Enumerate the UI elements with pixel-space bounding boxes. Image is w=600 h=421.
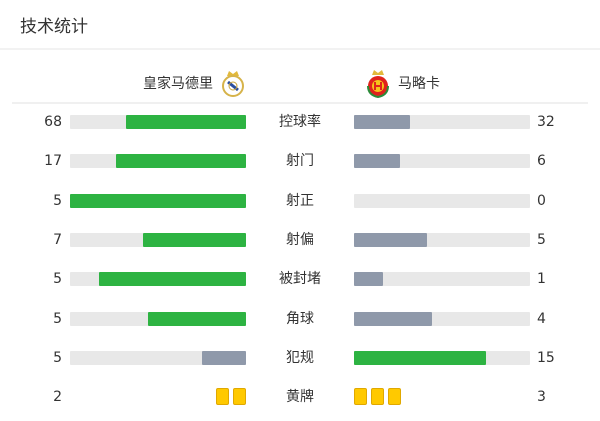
home-value: 5 <box>53 192 62 209</box>
away-value: 3 <box>537 389 546 406</box>
away-bar-fill <box>354 115 411 129</box>
away-bar-fill <box>354 272 384 287</box>
home-bar-fill <box>126 115 246 129</box>
away-team[interactable]: 马略卡 <box>366 68 440 98</box>
stat-row: 5 角球 4 <box>0 309 600 329</box>
yellow-card-icon <box>388 388 401 406</box>
home-bar-fill <box>202 350 246 365</box>
stat-label: 射偏 <box>286 231 314 248</box>
away-bar <box>354 311 530 326</box>
divider <box>12 102 588 104</box>
home-cards <box>216 388 246 406</box>
stat-row: 2 黄牌 3 <box>0 387 600 407</box>
home-value: 5 <box>53 310 62 327</box>
away-bar-fill <box>354 154 400 169</box>
stat-row: 5 犯规 15 <box>0 348 600 368</box>
home-bar <box>70 154 246 169</box>
away-bar <box>354 272 530 287</box>
stat-row: 5 射正 0 <box>0 191 600 211</box>
yellow-card-icon <box>371 388 384 406</box>
real-madrid-crest-icon <box>222 71 244 97</box>
away-bar <box>354 115 530 129</box>
home-value: 5 <box>53 349 62 366</box>
away-bar <box>354 154 530 169</box>
home-team-name: 皇家马德里 <box>143 76 213 92</box>
away-bar-fill <box>354 311 433 326</box>
stat-row: 68 控球率 32 <box>0 112 600 132</box>
away-team-name: 马略卡 <box>398 76 440 92</box>
away-bar <box>354 232 530 247</box>
home-bar <box>70 350 246 365</box>
stat-label: 射门 <box>286 153 314 170</box>
teams-header: 皇家马德里 马略卡 <box>0 60 600 98</box>
home-bar <box>70 272 246 287</box>
home-value: 68 <box>44 114 62 130</box>
stat-label: 黄牌 <box>286 389 314 406</box>
away-value: 5 <box>537 231 546 248</box>
home-team[interactable]: 皇家马德里 <box>143 68 245 98</box>
mallorca-crest-icon <box>367 70 389 98</box>
home-bar-fill <box>70 193 246 208</box>
away-bar <box>354 350 530 365</box>
away-value: 1 <box>537 271 546 288</box>
home-bar <box>70 193 246 208</box>
stat-label: 犯规 <box>286 349 314 366</box>
home-bar-fill <box>115 154 246 169</box>
home-value: 2 <box>53 389 62 406</box>
home-bar-fill <box>99 272 246 287</box>
yellow-card-icon <box>354 388 367 406</box>
page-title: 技术统计 <box>20 17 88 37</box>
home-value: 7 <box>53 231 62 248</box>
stat-label: 控球率 <box>279 114 321 130</box>
home-bar <box>70 311 246 326</box>
yellow-card-icon <box>216 388 229 406</box>
home-bar <box>70 115 246 129</box>
home-value: 17 <box>44 153 62 170</box>
stat-row: 5 被封堵 1 <box>0 269 600 289</box>
away-cards <box>354 388 401 406</box>
stat-label: 角球 <box>286 310 314 327</box>
away-value: 4 <box>537 310 546 327</box>
divider <box>0 48 600 50</box>
stat-row: 7 射偏 5 <box>0 230 600 250</box>
away-value: 15 <box>537 349 555 366</box>
away-value: 0 <box>537 192 546 209</box>
stat-label: 被封堵 <box>279 271 321 288</box>
away-value: 6 <box>537 153 546 170</box>
home-bar-fill <box>148 311 246 326</box>
home-bar <box>70 232 246 247</box>
stat-row: 17 射门 6 <box>0 151 600 171</box>
away-value: 32 <box>537 114 555 130</box>
away-bar-fill <box>354 350 486 365</box>
away-bar <box>354 193 530 208</box>
home-value: 5 <box>53 271 62 288</box>
away-bar-fill <box>354 232 428 247</box>
home-bar-fill <box>143 232 246 247</box>
stat-label: 射正 <box>286 192 314 209</box>
yellow-card-icon <box>233 388 246 406</box>
